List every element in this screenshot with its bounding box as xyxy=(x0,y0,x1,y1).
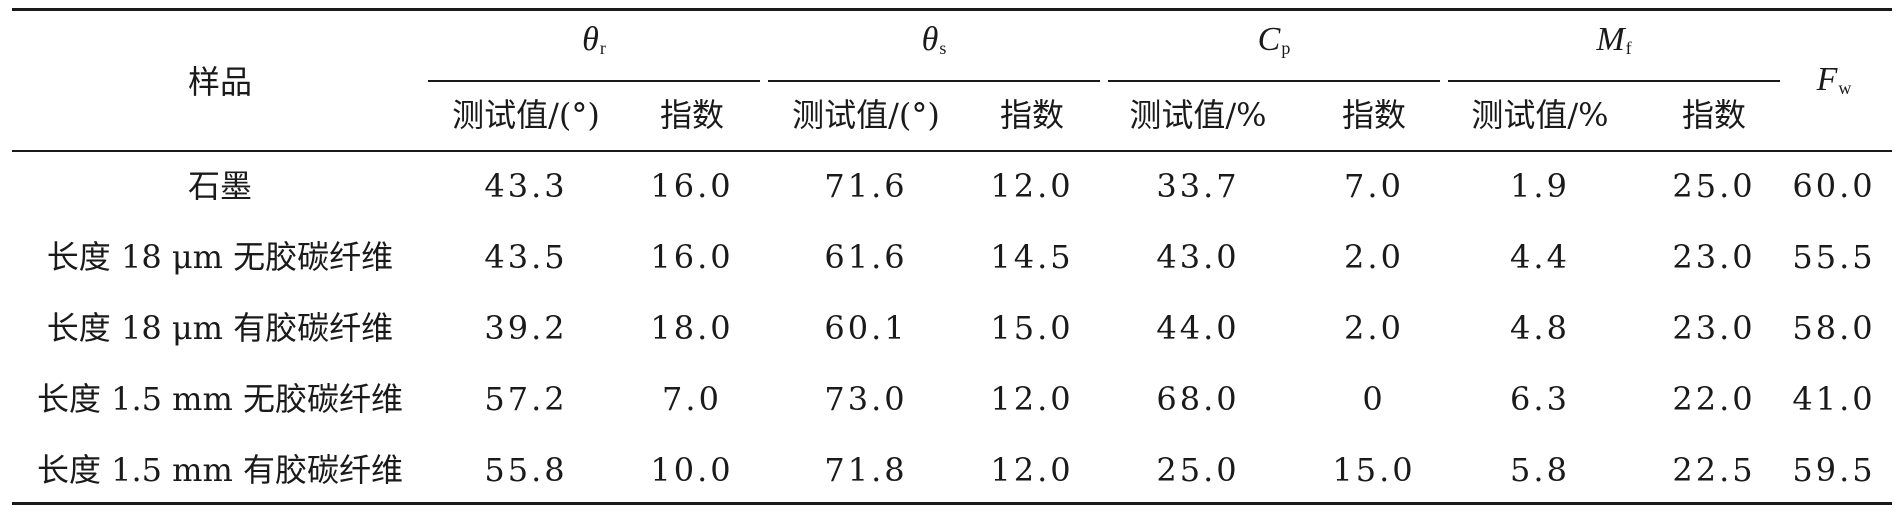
subheader-test-value: 测试值/% xyxy=(1129,96,1267,134)
symbol: θ xyxy=(921,21,939,58)
table-cell: 2.0 xyxy=(1344,309,1404,347)
subheader-test-value: 测试值/% xyxy=(1471,96,1609,134)
table-cell: 59.5 xyxy=(1792,451,1876,489)
table-cell: 16.0 xyxy=(650,167,734,205)
table-cell: 15.0 xyxy=(990,309,1074,347)
table-cell: 12.0 xyxy=(990,451,1074,489)
row-sample: 石墨 xyxy=(187,167,253,205)
table-cell: 4.4 xyxy=(1510,238,1570,276)
table-cell: 25.0 xyxy=(1156,451,1240,489)
table-cell: 12.0 xyxy=(990,380,1074,418)
group-rule-theta-r xyxy=(428,80,760,82)
header-theta-r: θr xyxy=(582,20,606,68)
subheader-test-value: 测试值/(°) xyxy=(452,96,600,134)
bottom-rule xyxy=(12,502,1892,505)
subheader-index: 指数 xyxy=(659,96,725,134)
table-cell: 60.0 xyxy=(1792,167,1876,205)
table-cell: 23.0 xyxy=(1672,238,1756,276)
table-cell: 15.0 xyxy=(1332,451,1416,489)
table-cell: 55.8 xyxy=(484,451,568,489)
symbol: F xyxy=(1816,61,1838,98)
subscript: s xyxy=(939,38,947,58)
symbol: θ xyxy=(582,21,599,58)
table-cell: 4.8 xyxy=(1510,309,1570,347)
symbol: C xyxy=(1257,21,1281,58)
subscript: w xyxy=(1838,78,1852,98)
header-theta-s: θs xyxy=(922,20,947,68)
table-cell: 71.8 xyxy=(824,451,908,489)
table-cell: 61.6 xyxy=(824,238,908,276)
table-cell: 5.8 xyxy=(1510,451,1570,489)
table-cell: 2.0 xyxy=(1344,238,1404,276)
header-cp: Cp xyxy=(1258,20,1291,68)
table-cell: 12.0 xyxy=(990,167,1074,205)
table-cell: 43.0 xyxy=(1156,238,1240,276)
table-cell: 43.5 xyxy=(484,238,568,276)
subscript: f xyxy=(1625,38,1632,58)
table-cell: 44.0 xyxy=(1156,309,1240,347)
table-cell: 39.2 xyxy=(484,309,568,347)
table-cell: 7.0 xyxy=(1344,167,1404,205)
group-rule-cp xyxy=(1108,80,1440,82)
table-cell: 58.0 xyxy=(1792,309,1876,347)
table-cell: 73.0 xyxy=(824,380,908,418)
group-rule-theta-s xyxy=(768,80,1100,82)
header-bottom-rule xyxy=(12,150,1892,152)
table-cell: 71.6 xyxy=(824,167,908,205)
table-cell: 10.0 xyxy=(650,451,734,489)
table-cell: 43.3 xyxy=(484,167,568,205)
table-cell: 41.0 xyxy=(1792,380,1876,418)
table-cell: 55.5 xyxy=(1792,238,1876,276)
symbol: M xyxy=(1596,21,1625,58)
table-cell: 60.1 xyxy=(824,309,908,347)
table-cell: 18.0 xyxy=(650,309,734,347)
subheader-index: 指数 xyxy=(1341,96,1407,134)
row-sample: 长度 1.5 mm 有胶碳纤维 xyxy=(36,451,404,489)
table-cell: 68.0 xyxy=(1156,380,1240,418)
row-sample: 长度 18 μm 有胶碳纤维 xyxy=(46,309,394,347)
subheader-test-value: 测试值/(°) xyxy=(792,96,940,134)
table-cell: 22.5 xyxy=(1672,451,1756,489)
row-sample: 长度 18 μm 无胶碳纤维 xyxy=(46,238,394,276)
group-rule-mf xyxy=(1448,80,1780,82)
table-cell: 22.0 xyxy=(1672,380,1756,418)
row-sample: 长度 1.5 mm 无胶碳纤维 xyxy=(36,380,404,418)
header-mf: Mf xyxy=(1596,20,1631,68)
subscript: r xyxy=(599,38,606,58)
table-cell: 25.0 xyxy=(1672,167,1756,205)
table-cell: 57.2 xyxy=(484,380,568,418)
table-cell: 1.9 xyxy=(1510,167,1570,205)
table-cell: 16.0 xyxy=(650,238,734,276)
table-cell: 33.7 xyxy=(1156,167,1240,205)
top-rule xyxy=(12,8,1892,11)
table-cell: 23.0 xyxy=(1672,309,1756,347)
subheader-index: 指数 xyxy=(999,96,1065,134)
header-fw: Fw xyxy=(1817,60,1852,108)
subheader-index: 指数 xyxy=(1681,96,1747,134)
table-cell: 6.3 xyxy=(1510,380,1570,418)
table-cell: 7.0 xyxy=(662,380,722,418)
table-cell: 14.5 xyxy=(990,238,1074,276)
subscript: p xyxy=(1281,38,1291,58)
table-cell: 0 xyxy=(1362,380,1386,418)
header-sample: 样品 xyxy=(187,63,253,101)
